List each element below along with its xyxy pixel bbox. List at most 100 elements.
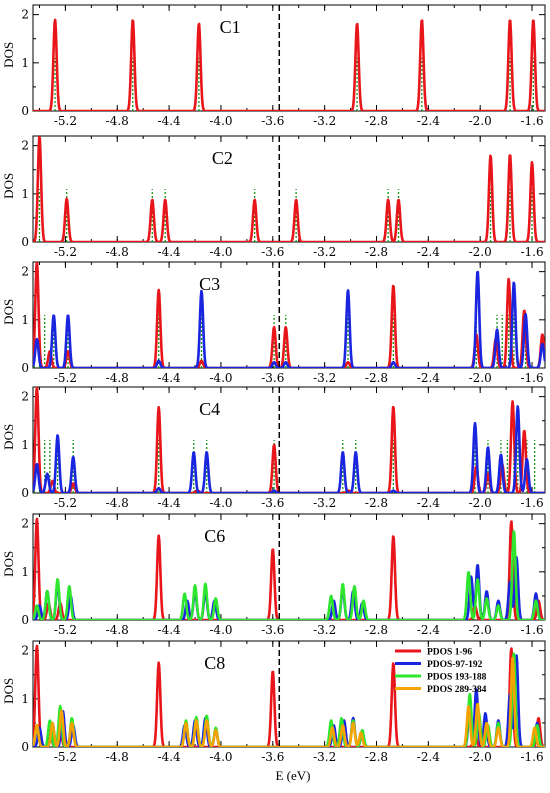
x-tick-label: -3.2	[313, 114, 336, 128]
x-tick-label: -4.0	[209, 496, 232, 510]
x-tick-label: -3.2	[313, 371, 336, 385]
x-tick-label: -4.0	[209, 114, 232, 128]
legend: PDOS 1-96 PDOS-97-192 PDOS 193-188 PDOS 289…	[395, 648, 487, 695]
y-axis-label: DOS	[1, 678, 16, 704]
x-tick-label: -4.8	[106, 623, 129, 637]
x-tick-label: -2.0	[469, 114, 492, 128]
y-tick-label: 0	[21, 361, 29, 375]
series-line-pdos-97-192	[33, 405, 545, 493]
x-tick-label: -2.4	[417, 245, 441, 259]
y-tick-label: 1	[21, 565, 29, 579]
y-axis-label: DOS	[1, 42, 16, 68]
y-axis-label: DOS	[1, 551, 16, 577]
x-tick-label: -4.8	[106, 371, 129, 385]
x-tick-label: -2.4	[417, 114, 441, 128]
x-tick-label: -4.4	[158, 114, 182, 128]
y-axis-label: DOS	[1, 299, 16, 325]
x-tick-label: -2.0	[469, 496, 492, 510]
legend-entry: PDOS 289-384	[427, 685, 487, 695]
y-tick-label: 1	[21, 56, 29, 70]
panel-c6: -5.2 -4.8 -4.4 -4.0 -3.6 -3.2 -2.8 -2.4 -2.0 -1.6…	[1, 513, 546, 637]
panel-label: C4	[199, 399, 220, 419]
panel-frame	[32, 4, 546, 112]
panel-label: C3	[199, 274, 220, 294]
x-tick-label: -2.4	[417, 371, 441, 385]
y-tick-label: 2	[21, 8, 29, 22]
x-tick-label: -3.6	[261, 750, 284, 764]
x-tick-label: -5.2	[54, 750, 77, 764]
x-tick-label: -3.6	[261, 245, 284, 259]
y-tick-label: 0	[21, 740, 29, 754]
panel-label: C8	[204, 653, 225, 673]
x-tick-label: -1.6	[520, 245, 543, 259]
x-tick-label: -4.8	[106, 496, 129, 510]
y-tick-label: 2	[21, 644, 29, 658]
panel-label: C6	[204, 526, 225, 546]
x-tick-label: -3.2	[313, 750, 336, 764]
x-tick-label: -3.2	[313, 623, 336, 637]
x-tick-label: -2.8	[365, 114, 388, 128]
y-tick-label: 1	[21, 438, 29, 452]
y-tick-label: 2	[21, 517, 29, 531]
x-tick-label: -4.8	[106, 245, 129, 259]
x-tick-label: -4.0	[209, 371, 232, 385]
y-axis-label: DOS	[1, 424, 16, 450]
series-line-pdos-97-192	[33, 270, 545, 368]
panel-frame	[32, 135, 546, 243]
panel-frame	[32, 386, 546, 494]
x-tick-label: -2.4	[417, 750, 441, 764]
y-tick-label: 2	[21, 265, 29, 279]
x-tick-label: -5.2	[54, 245, 77, 259]
x-tick-label: -4.0	[209, 245, 232, 259]
y-tick-label: 2	[21, 139, 29, 153]
x-tick-label: -2.8	[365, 750, 388, 764]
x-tick-label: -5.2	[54, 114, 77, 128]
x-tick-label: -1.6	[520, 371, 543, 385]
series-line-pdos-1-96	[33, 262, 545, 368]
panel-c2: -5.2 -4.8 -4.4 -4.0 -3.6 -3.2 -2.8 -2.4 -2.0 -1.6…	[1, 135, 546, 259]
x-tick-label: -4.8	[106, 114, 129, 128]
x-tick-label: -2.8	[365, 496, 388, 510]
x-tick-label: -1.6	[520, 114, 543, 128]
panel-c3: -5.2 -4.8 -4.4 -4.0 -3.6 -3.2 -2.8 -2.4 -2.0 -1.6…	[1, 261, 546, 385]
legend-entry: PDOS 1-96	[427, 648, 472, 658]
x-tick-label: -2.8	[365, 371, 388, 385]
y-tick-label: 1	[21, 187, 29, 201]
x-tick-label: -1.6	[520, 496, 543, 510]
panel-label: C1	[220, 17, 241, 37]
x-tick-label: -3.6	[261, 371, 284, 385]
y-tick-label: 2	[21, 390, 29, 404]
series-line-pdos-1-96	[33, 387, 545, 493]
x-axis-label: E (eV)	[275, 768, 310, 783]
x-tick-label: -3.2	[313, 496, 336, 510]
x-tick-label: -4.4	[158, 245, 182, 259]
y-tick-label: 0	[21, 613, 29, 627]
x-tick-label: -4.4	[158, 371, 182, 385]
series-line-pdos-1-96	[33, 136, 545, 242]
x-tick-label: -2.0	[469, 371, 492, 385]
x-tick-label: -2.0	[469, 623, 492, 637]
legend-entry: PDOS 193-188	[427, 673, 487, 683]
x-tick-label: -4.0	[209, 623, 232, 637]
x-tick-label: -3.6	[261, 114, 284, 128]
y-axis-label: DOS	[1, 173, 16, 199]
y-tick-label: 0	[21, 486, 29, 500]
x-tick-label: -2.4	[417, 496, 441, 510]
panel-label: C2	[212, 148, 233, 168]
x-tick-label: -1.6	[520, 623, 543, 637]
y-tick-label: 0	[21, 235, 29, 249]
x-tick-label: -2.0	[469, 750, 492, 764]
x-tick-label: -1.6	[520, 750, 543, 764]
panel-c1: -5.2 -4.8 -4.4 -4.0 -3.6 -3.2 -2.8 -2.4 -2.0 -1.6…	[1, 4, 546, 128]
series-line-pdos-1-96	[33, 18, 545, 111]
x-tick-label: -2.8	[365, 245, 388, 259]
panel-c4: -5.2 -4.8 -4.4 -4.0 -3.6 -3.2 -2.8 -2.4 -2.0 -1.6…	[1, 386, 546, 510]
y-tick-label: 1	[21, 692, 29, 706]
legend-entry: PDOS-97-192	[427, 660, 483, 670]
y-tick-label: 0	[21, 104, 29, 118]
x-tick-label: -5.2	[54, 623, 77, 637]
x-tick-label: -5.2	[54, 496, 77, 510]
x-tick-label: -4.4	[158, 496, 182, 510]
x-tick-label: -3.6	[261, 623, 284, 637]
